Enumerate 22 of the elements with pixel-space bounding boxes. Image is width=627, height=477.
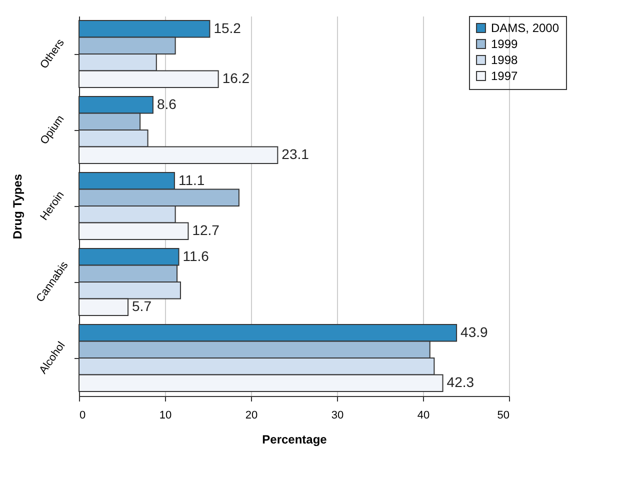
data-label: 43.9 bbox=[460, 324, 488, 340]
x-tick-label: 20 bbox=[245, 410, 258, 422]
data-label: 5.7 bbox=[132, 298, 152, 314]
y-axis-title: Drug Types bbox=[10, 174, 24, 240]
data-label: 11.6 bbox=[182, 248, 210, 264]
data-label: 16.2 bbox=[222, 70, 250, 86]
data-label: 11.1 bbox=[178, 172, 205, 188]
x-tick-label: 10 bbox=[159, 410, 172, 422]
legend-label: 1999 bbox=[491, 37, 518, 51]
data-label: 8.6 bbox=[156, 96, 177, 112]
x-tick-label: 50 bbox=[497, 410, 510, 422]
x-tick-label: 0 bbox=[80, 410, 86, 422]
data-label: 23.1 bbox=[282, 146, 310, 162]
data-label: 12.7 bbox=[192, 222, 220, 238]
data-label: 42.3 bbox=[446, 374, 474, 390]
data-label: 15.2 bbox=[214, 20, 242, 36]
legend-label: 1998 bbox=[491, 53, 518, 67]
x-axis-title: Percentage bbox=[262, 432, 328, 446]
x-tick-label: 40 bbox=[417, 410, 430, 422]
legend-label: DAMS, 2000 bbox=[491, 21, 560, 35]
x-tick-label: 30 bbox=[331, 410, 344, 422]
legend-label: 1997 bbox=[491, 69, 518, 83]
